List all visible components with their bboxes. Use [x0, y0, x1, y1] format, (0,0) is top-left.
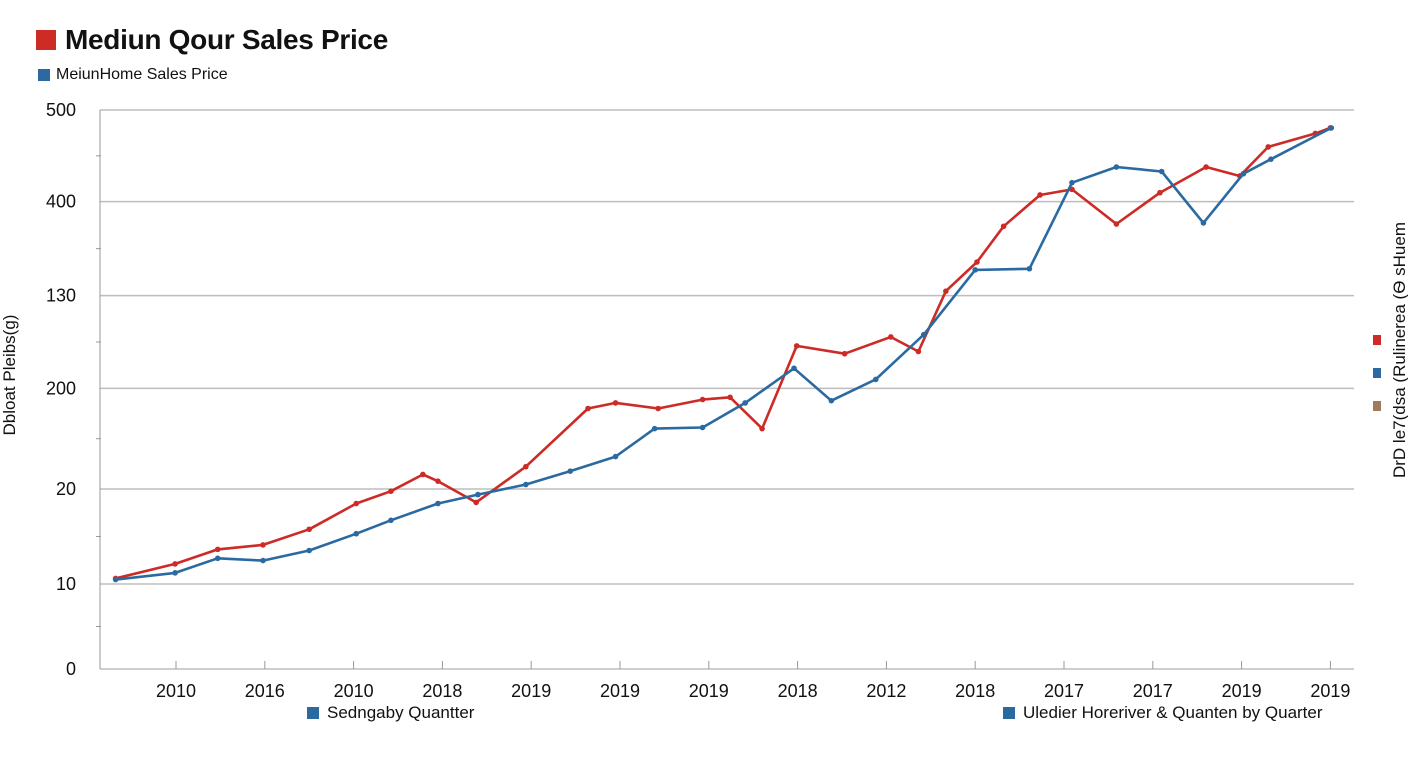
data-point [420, 471, 426, 478]
right-legend-swatch-red [1373, 335, 1381, 345]
data-point [793, 343, 800, 349]
subtitle-swatch-icon [38, 69, 50, 81]
data-point [475, 491, 481, 498]
data-point [727, 394, 733, 401]
data-point [214, 555, 221, 562]
data-point [1328, 125, 1335, 131]
x-tick-label: 2017 [1133, 681, 1173, 701]
data-point [742, 400, 749, 406]
data-point [699, 424, 706, 431]
data-point [655, 405, 661, 412]
data-point [915, 348, 922, 355]
y-tick-label: 10 [56, 574, 76, 594]
series-line-1 [115, 126, 1332, 581]
data-point [943, 288, 949, 294]
x-tick-label: 2019 [1222, 681, 1262, 701]
data-point [306, 526, 313, 533]
data-point [260, 542, 266, 548]
data-point [612, 400, 619, 406]
data-point [260, 557, 266, 564]
data-point [112, 576, 119, 583]
data-point [1268, 156, 1274, 162]
title-text: Mediun Qour Sales Price [65, 24, 388, 55]
data-point [306, 547, 313, 554]
data-point [920, 331, 927, 338]
data-point [872, 376, 879, 383]
data-point [388, 517, 394, 524]
chart-subtitle: MeiunHome Sales Price [38, 66, 228, 84]
x-tick-label: 2016 [245, 681, 285, 701]
data-point [172, 570, 178, 576]
x-tick-label: 2017 [1044, 681, 1084, 701]
legend-swatch-icon [307, 707, 319, 719]
data-point [388, 488, 394, 495]
data-point [523, 481, 529, 488]
x-tick-label: 2019 [600, 681, 640, 701]
data-point [888, 334, 894, 340]
data-point [435, 500, 441, 507]
data-point [214, 546, 221, 553]
data-point [1203, 164, 1209, 170]
legend-label: Sedngaby Quantter [327, 703, 475, 722]
data-point [974, 259, 980, 265]
legend-swatch-icon [1003, 707, 1015, 719]
x-tick-label: 2018 [955, 681, 995, 701]
x-tick-label: 2019 [689, 681, 729, 701]
data-point [585, 405, 591, 412]
data-point [841, 350, 848, 357]
subtitle-text: MeiunHome Sales Price [56, 66, 228, 83]
data-point [1026, 265, 1033, 272]
data-point [523, 463, 529, 470]
right-legend-swatch-brown [1373, 401, 1381, 411]
data-point [972, 267, 978, 273]
legend-label: Uledier Horeriver & Quanten by Quarter [1023, 703, 1323, 722]
data-point [1069, 179, 1075, 186]
data-point [1265, 144, 1272, 150]
right-legend-swatch-blue [1373, 368, 1381, 378]
y-tick-label: 130 [46, 286, 76, 306]
data-point [759, 425, 765, 432]
x-tick-label: 2010 [156, 681, 196, 701]
data-point [435, 478, 441, 484]
series-line-0 [115, 126, 1331, 580]
title-swatch-icon [36, 30, 56, 50]
data-point [172, 561, 178, 567]
data-point [791, 365, 797, 372]
y-tick-label: 0 [66, 659, 76, 679]
data-point [1157, 189, 1163, 196]
y-tick-label: 400 [46, 192, 76, 212]
chart-title: Mediun Qour Sales Price [36, 24, 388, 56]
data-point [353, 500, 360, 507]
x-tick-label: 2019 [1310, 681, 1350, 701]
data-point [1037, 192, 1043, 198]
x-tick-label: 2010 [334, 681, 374, 701]
data-point [828, 397, 835, 404]
data-point [651, 425, 658, 432]
y-tick-label: 20 [56, 479, 76, 499]
x-tick-label: 2019 [511, 681, 551, 701]
legend-bottom-left: Sedngaby Quantter [307, 703, 474, 723]
y-tick-label: 200 [46, 378, 76, 398]
data-point [473, 499, 479, 506]
data-point [612, 453, 619, 460]
x-tick-label: 2018 [422, 681, 462, 701]
data-point [1113, 221, 1120, 227]
data-point [353, 530, 360, 537]
data-point [567, 468, 574, 474]
data-point [1113, 164, 1120, 170]
y-tick-label: 500 [46, 100, 76, 120]
data-point [699, 396, 706, 403]
x-tick-label: 2012 [866, 681, 906, 701]
legend-bottom-right: Uledier Horeriver & Quanten by Quarter [1003, 703, 1323, 723]
data-point [1158, 168, 1165, 175]
data-point [1000, 223, 1007, 230]
data-point [1200, 220, 1207, 226]
x-tick-label: 2018 [778, 681, 818, 701]
data-point [1240, 170, 1247, 177]
